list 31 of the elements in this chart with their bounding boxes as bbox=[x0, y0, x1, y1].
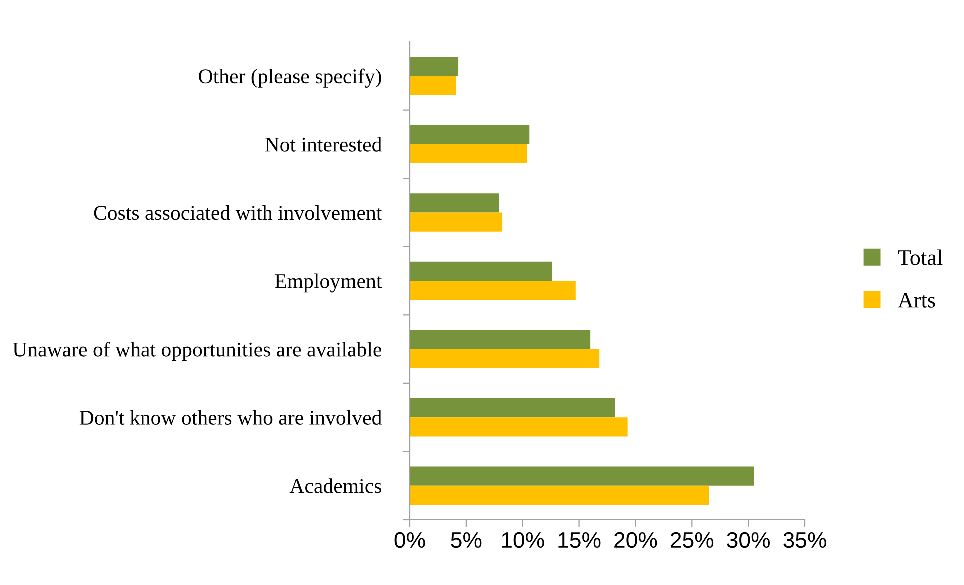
x-tick-label: 25% bbox=[671, 532, 714, 548]
y-tick-label: Costs associated with involvement bbox=[94, 205, 382, 220]
bar bbox=[410, 262, 552, 281]
bar bbox=[410, 144, 528, 164]
x-tick-label: 35% bbox=[784, 532, 826, 548]
bar bbox=[410, 57, 459, 76]
y-tick-label: Don't know others who are involved bbox=[80, 410, 382, 426]
x-tick-label: 15% bbox=[558, 532, 601, 548]
bar bbox=[410, 418, 628, 437]
bar bbox=[410, 349, 600, 368]
y-tick-label: Unaware of what opportunities are available bbox=[13, 342, 382, 362]
bar bbox=[410, 330, 591, 350]
x-tick-label: 5% bbox=[451, 532, 482, 548]
bar bbox=[410, 281, 576, 300]
bar bbox=[410, 76, 456, 96]
y-tick-label: Not interested bbox=[265, 137, 382, 152]
legend-label: Total bbox=[898, 250, 943, 266]
x-tick-label: 0% bbox=[394, 532, 426, 548]
x-tick-label: 10% bbox=[502, 532, 544, 548]
x-tick-label: 30% bbox=[727, 532, 770, 548]
bar bbox=[410, 466, 754, 486]
bar bbox=[410, 194, 500, 213]
y-tick-label: Academics bbox=[290, 478, 382, 494]
y-tick-label: Other (please specify) bbox=[199, 68, 382, 88]
bar bbox=[410, 398, 616, 418]
legend-label: Arts bbox=[898, 292, 936, 308]
bar bbox=[410, 486, 710, 505]
bar bbox=[410, 125, 530, 144]
x-tick-label: 20% bbox=[614, 532, 658, 548]
bar bbox=[410, 212, 503, 232]
y-tick-label: Employment bbox=[275, 274, 382, 293]
